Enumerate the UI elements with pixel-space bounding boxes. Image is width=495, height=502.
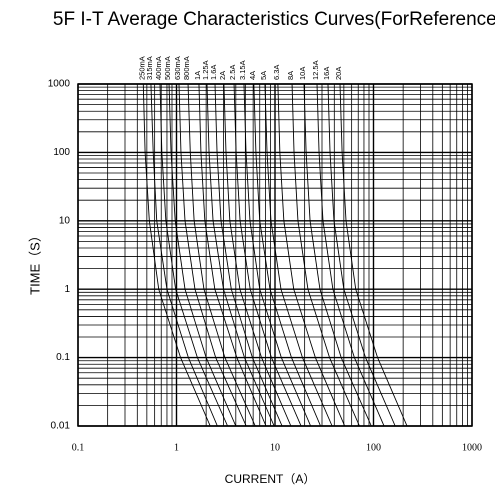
series-label: 4A	[248, 71, 257, 80]
curve	[303, 83, 372, 427]
curve	[168, 83, 237, 427]
series-label: 400mA	[154, 56, 163, 80]
curve	[327, 83, 396, 427]
series-label: 6.3A	[272, 65, 281, 80]
series-label: 2.5A	[228, 65, 237, 80]
series-label: 20A	[334, 67, 343, 80]
x-tick-label: 1000	[462, 442, 482, 453]
curve	[187, 83, 256, 427]
curve	[339, 83, 408, 427]
series-label: 315mA	[145, 56, 154, 80]
y-axis-label: TIME（S）	[27, 229, 42, 295]
series-label: 500mA	[163, 56, 172, 80]
series-label: 1.6A	[209, 65, 218, 80]
curve	[214, 83, 283, 427]
curve	[178, 83, 247, 427]
series-label: 3.15A	[238, 60, 247, 80]
curve	[142, 83, 211, 427]
curve	[316, 83, 385, 427]
curve	[264, 83, 333, 427]
series-label: 800mA	[182, 56, 191, 80]
series-label: 2A	[218, 71, 227, 80]
y-tick-label: 0.1	[56, 352, 70, 363]
curve	[206, 83, 275, 427]
series-label: 8A	[286, 71, 295, 80]
series-label: 250mA	[137, 56, 146, 80]
x-axis-label: CURRENT（A）	[225, 472, 316, 486]
x-tick-label: 10	[270, 442, 280, 453]
curve	[277, 83, 346, 427]
series-label: 10A	[298, 67, 307, 80]
curve	[198, 83, 267, 427]
y-tick-label: 1	[64, 284, 70, 295]
curve	[159, 83, 228, 427]
curve	[291, 83, 360, 427]
chart-title: 5F I-T Average Characteristics Curves(Fo…	[53, 9, 495, 30]
series-label: 16A	[322, 67, 331, 80]
series-label: 1A	[193, 71, 202, 80]
curve	[243, 83, 312, 427]
plot-frame	[77, 83, 473, 427]
curve	[233, 83, 302, 427]
series-label: 5A	[259, 71, 268, 80]
y-tick-label: 100	[53, 147, 70, 158]
curve	[253, 83, 321, 427]
y-tick-label: 1000	[48, 79, 71, 90]
series-label: 1.25A	[201, 60, 210, 80]
curve	[150, 83, 218, 427]
x-tick-label: 0.1	[72, 442, 85, 453]
x-tick-label: 100	[366, 442, 381, 453]
y-tick-label: 10	[59, 215, 71, 226]
series-label: 630mA	[173, 56, 182, 80]
x-tick-label: 1	[174, 442, 179, 453]
y-tick-label: 0.01	[51, 421, 71, 432]
curve	[223, 83, 292, 427]
series-label: 12.5A	[311, 60, 320, 80]
